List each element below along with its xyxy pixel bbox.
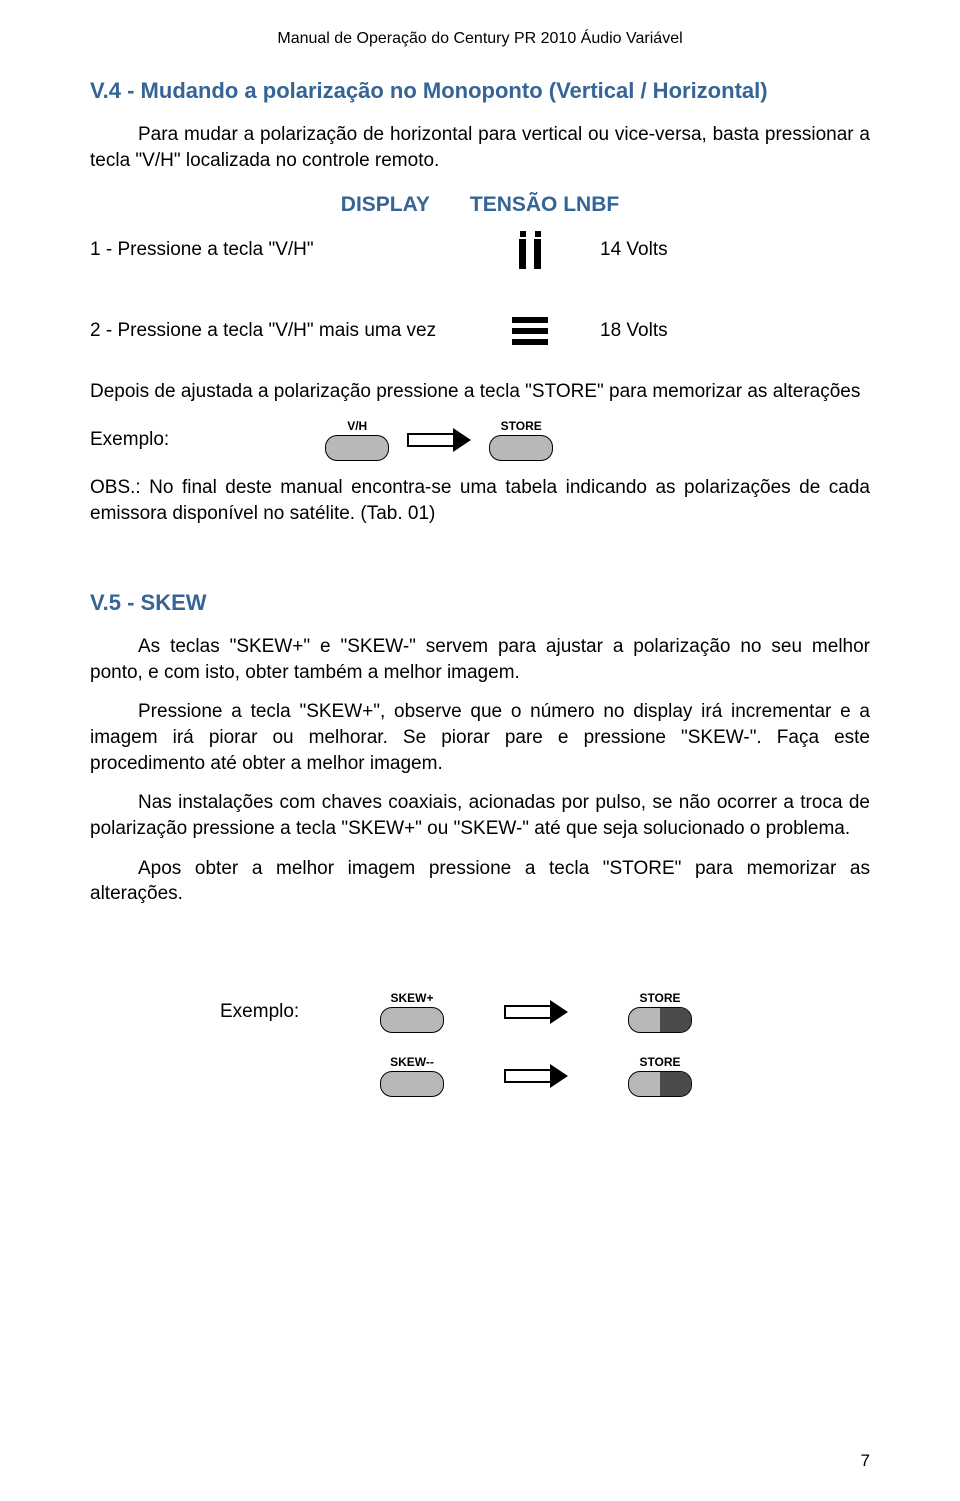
skew-minus-button-icon [380,1071,444,1097]
row1-label: 1 - Pressione a tecla "V/H" [90,239,460,261]
store-button-wrap-3: STORE [628,1055,692,1097]
arrow-icon [504,1064,568,1088]
row2-volts: 18 Volts [600,320,870,342]
section-v4-title: V.4 - Mudando a polarização no Monoponto… [90,78,870,104]
vh-button-icon [325,435,389,461]
skew-plus-button-icon [380,1007,444,1033]
section-v4-obs: OBS.: No final deste manual encontra-se … [90,475,870,526]
skew-plus-label: SKEW+ [390,991,433,1005]
skew-minus-label: SKEW-- [390,1055,434,1069]
vh-button-wrap: V/H [325,419,389,461]
vh-button-label: V/H [347,419,367,433]
example-row-v4: Exemplo: V/H STORE [90,419,870,461]
store-button-icon [489,435,553,461]
page-number: 7 [861,1451,870,1471]
section-v5-p2: Pressione a tecla "SKEW+", observe que o… [90,699,870,776]
table-row-1: 1 - Pressione a tecla "V/H" 14 Volts [90,231,870,269]
section-v5-title: V.5 - SKEW [90,590,870,616]
store-button-icon-half [628,1007,692,1033]
store-button-wrap-2: STORE [628,991,692,1033]
section-v4-p2: Depois de ajustada a polarização pressio… [90,379,870,405]
row2-label: 2 - Pressione a tecla "V/H" mais uma vez [90,320,460,342]
store-button-label-3: STORE [639,1055,680,1069]
section-v4-p1: Para mudar a polarização de horizontal p… [90,122,870,173]
row1-volts: 14 Volts [600,239,870,261]
display-header: DISPLAY [341,193,430,217]
tensao-header: TENSÃO LNBF [470,193,619,217]
exemplo-label-v5: Exemplo: [220,1001,320,1023]
arrow-icon [504,1000,568,1024]
page-header: Manual de Operação do Century PR 2010 Áu… [90,30,870,48]
arrow-icon [407,428,471,452]
vertical-symbol-icon [519,231,541,269]
store-button-wrap: STORE [489,419,553,461]
skew-minus-button-wrap: SKEW-- [380,1055,444,1097]
section-v5-p3: Nas instalações com chaves coaxiais, aci… [90,790,870,841]
table-header: DISPLAY TENSÃO LNBF [90,193,870,217]
table-row-2: 2 - Pressione a tecla "V/H" mais uma vez… [90,317,870,345]
store-button-icon-half-2 [628,1071,692,1097]
section-v5-p1: As teclas "SKEW+" e "SKEW-" servem para … [90,634,870,685]
exemplo-label: Exemplo: [90,429,169,451]
store-button-label-2: STORE [639,991,680,1005]
skew-plus-button-wrap: SKEW+ [380,991,444,1033]
store-button-label: STORE [501,419,542,433]
section-v5-p4: Apos obter a melhor imagem pressione a t… [90,856,870,907]
example-block-v5: Exemplo: SKEW+ STORE SKEW-- S [220,991,870,1097]
horizontal-symbol-icon [512,317,548,345]
